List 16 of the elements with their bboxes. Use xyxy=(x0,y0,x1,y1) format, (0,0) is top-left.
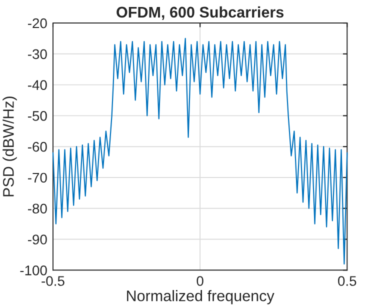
x-axis-title: Normalized frequency xyxy=(127,290,274,304)
y-tick-label: -60 xyxy=(28,142,47,152)
y-tick-label: -90 xyxy=(28,234,47,244)
y-axis-title: PSD (dBW/Hz) xyxy=(2,96,17,196)
y-tick-label: -50 xyxy=(28,111,47,121)
x-tick-label: -0.5 xyxy=(42,276,64,286)
x-tick-label: 0.5 xyxy=(338,276,356,286)
y-tick-label: -20 xyxy=(28,18,47,28)
y-tick-label: -70 xyxy=(28,172,47,183)
y-tick-label: -100 xyxy=(20,265,47,276)
y-tick-label: -30 xyxy=(28,49,47,60)
y-tick-label: -40 xyxy=(28,80,47,90)
line-series xyxy=(52,38,348,265)
y-tick-label: -80 xyxy=(28,204,47,214)
chart-title: OFDM, 600 Subcarriers xyxy=(116,6,284,20)
x-tick-label: 0 xyxy=(196,276,204,286)
